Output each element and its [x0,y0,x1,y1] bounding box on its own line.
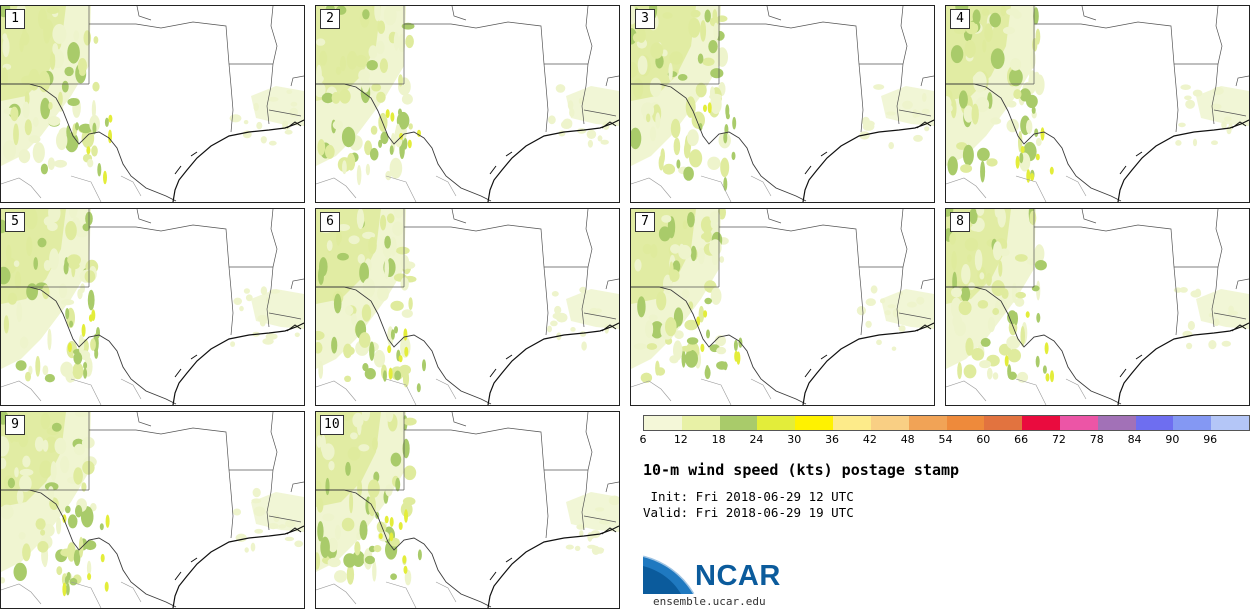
member-panel: 7 [630,208,935,406]
colorbar-tick-label: 12 [673,433,688,446]
colorbar-swatch [1097,416,1136,430]
colorbar-tick-label: 48 [900,433,915,446]
wind-map [1,412,304,608]
member-panel: 6 [315,208,620,406]
colorbar-tick-label: 72 [1051,433,1066,446]
logo-wordmark: NCAR [695,560,781,592]
colorbar-swatch [1173,416,1212,430]
member-number: 7 [635,212,655,232]
colorbar-swatch [644,416,682,430]
colorbar-swatch [908,416,947,430]
colorbar-tick-label: 42 [862,433,877,446]
colorbar-swatch [870,416,909,430]
valid-time: Valid: Fri 2018-06-29 19 UTC [643,505,854,520]
wind-map [316,209,619,405]
colorbar-ticks: 6 12 18 24 30 36 42 48 54 60 66 72 78 84 90 96 [639,433,1248,447]
member-panel: 10 [315,411,620,609]
wind-map [316,412,619,608]
member-panel: 1 [0,5,305,203]
colorbar-tick-label: 24 [749,433,764,446]
colorbar-tick-label: 96 [1203,433,1218,446]
colorbar-swatch [757,416,796,430]
member-panel: 9 [0,411,305,609]
colorbar-tick-label: 90 [1165,433,1180,446]
colorbar-swatch [1135,416,1174,430]
colorbar [643,415,1250,431]
member-number: 4 [950,9,970,29]
member-number: 3 [635,9,655,29]
member-number: 2 [320,9,340,29]
wind-map [631,209,934,405]
colorbar-tick-label: 30 [787,433,802,446]
member-number: 10 [320,415,344,435]
member-number: 8 [950,212,970,232]
init-time: Init: Fri 2018-06-29 12 UTC [643,489,854,504]
member-number: 1 [5,9,25,29]
colorbar-swatch [681,416,720,430]
figure-title: 10-m wind speed (kts) postage stamp [643,461,960,479]
wind-map [316,6,619,202]
colorbar-swatch [946,416,985,430]
colorbar-tick-label: 6 [639,433,647,446]
colorbar-tick-label: 54 [938,433,953,446]
colorbar-tick-label: 84 [1127,433,1142,446]
member-panel: 4 [945,5,1250,203]
member-panel: 3 [630,5,935,203]
colorbar-swatch [1059,416,1098,430]
colorbar-swatch [833,416,871,430]
colorbar-swatch [984,416,1023,430]
colorbar-swatch [1211,416,1249,430]
colorbar-swatch [795,416,834,430]
colorbar-swatch [1022,416,1060,430]
member-number: 9 [5,415,25,435]
member-panel: 8 [945,208,1250,406]
colorbar-tick-label: 60 [976,433,991,446]
member-panel: 5 [0,208,305,406]
colorbar-tick-label: 36 [825,433,840,446]
member-panel: 2 [315,5,620,203]
colorbar-tick-label: 66 [1014,433,1029,446]
member-number: 6 [320,212,340,232]
site-url: ensemble.ucar.edu [653,595,766,608]
colorbar-tick-label: 18 [711,433,726,446]
wind-map [946,209,1249,405]
wind-map [946,6,1249,202]
wind-map [1,209,304,405]
wind-map [631,6,934,202]
wind-map [1,6,304,202]
colorbar-tick-label: 78 [1089,433,1104,446]
colorbar-swatch [719,416,758,430]
ncar-logo-icon [643,555,695,594]
member-number: 5 [5,212,25,232]
